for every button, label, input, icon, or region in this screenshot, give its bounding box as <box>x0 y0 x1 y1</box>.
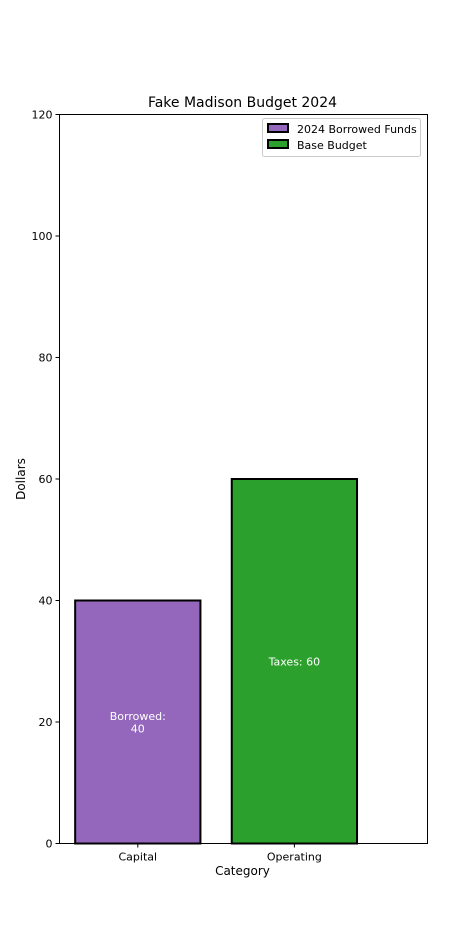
y-tick-label-0: 0 <box>46 838 53 851</box>
y-axis: 0 20 40 60 80 100 120 <box>32 109 60 851</box>
chart-title: Fake Madison Budget 2024 <box>148 95 337 111</box>
legend: 2024 Borrowed Funds Base Budget <box>262 118 421 157</box>
bar-operating <box>230 478 359 845</box>
bar-data-label-capital-0: Borrowed: <box>110 710 166 723</box>
bars-layer: Borrowed:40 Taxes: 60 <box>74 478 359 845</box>
plot-frame <box>59 114 428 844</box>
y-axis-label: Dollars <box>14 458 28 500</box>
legend-label-base: Base Budget <box>297 139 368 152</box>
y-tick-label-100: 100 <box>32 230 53 243</box>
legend-swatch-borrowed <box>267 123 289 133</box>
bar-data-label-operating-0: Taxes: 60 <box>268 655 321 668</box>
bar-capital <box>74 599 202 845</box>
legend-box <box>262 118 421 157</box>
legend-swatch-base <box>267 139 289 149</box>
x-tick-label-operating: Operating <box>267 851 322 864</box>
x-axis-label: Category <box>215 864 270 878</box>
x-tick-label-capital: Capital <box>119 851 158 864</box>
y-tick-label-40: 40 <box>39 595 53 608</box>
y-tick-label-20: 20 <box>39 716 53 729</box>
legend-label-borrowed: 2024 Borrowed Funds <box>297 123 417 136</box>
x-axis: Capital Operating <box>119 843 322 864</box>
bar-data-label-capital-1: 40 <box>131 722 145 735</box>
y-tick-label-120: 120 <box>32 109 53 122</box>
y-tick-label-60: 60 <box>39 473 53 486</box>
y-tick-label-80: 80 <box>39 352 53 365</box>
